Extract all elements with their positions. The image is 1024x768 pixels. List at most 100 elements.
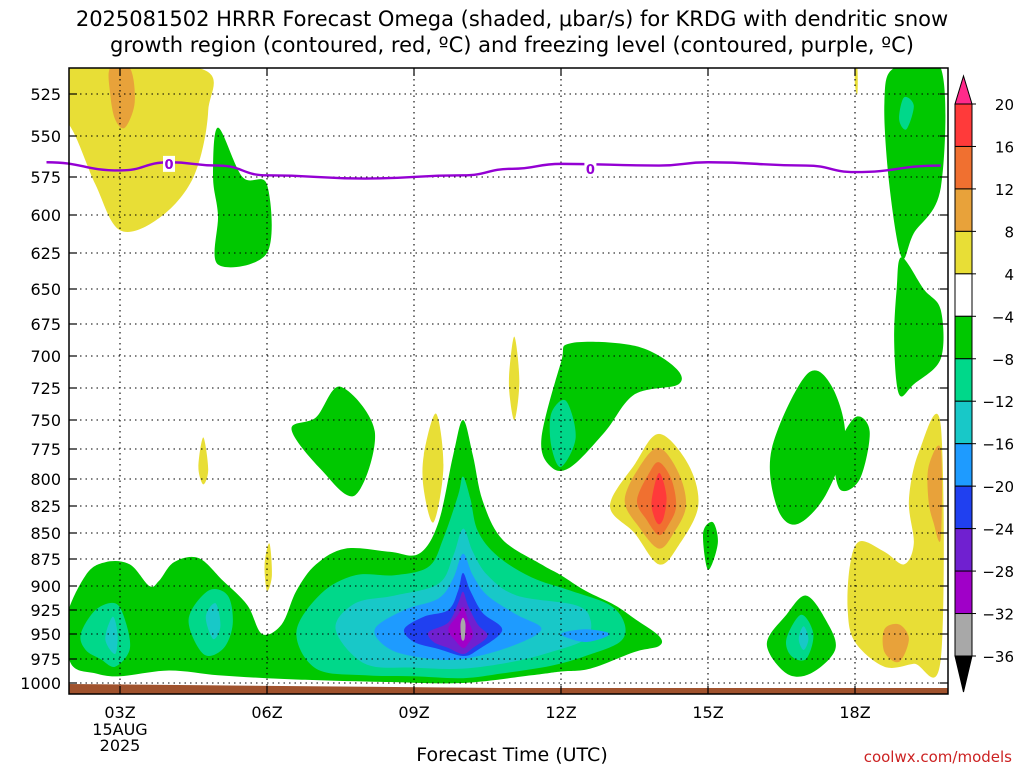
shaded-region-upper-left-positive-core [108,68,135,129]
y-tick-label-575: 575 [30,168,61,187]
colorbar-box-12 [954,613,973,657]
y-tick-label-650: 650 [30,280,61,299]
freezing-level-line [46,161,941,180]
shaded-region-blue-12Z-bar [561,629,610,642]
shaded-region-right-mid-green [894,257,944,397]
plot-area [69,68,948,694]
shaded-region-green-12Z-upper [541,341,682,471]
y-tick-label-600: 600 [30,206,61,225]
colorbar-label-11: −28 [982,563,1014,581]
y-tick-label-1000: 1000 [20,674,61,693]
shaded-region-green-15Z-speck [702,521,718,570]
colorbar-label-9: −20 [982,478,1014,496]
freezing-level-label-0: 0 [164,158,173,173]
colorbar-label-6: −8 [992,351,1014,369]
shaded-region-green-18Z [834,416,870,492]
x-tick-label-06Z: 06Z [251,703,282,722]
colorbar-bottom-arrow [954,655,973,693]
x-date-label-0: 15AUG [92,720,147,739]
colorbar-box-11 [954,570,973,615]
shaded-region-cyan-03Z-left [80,602,131,667]
y-tick-label-700: 700 [30,347,61,366]
freezing-level-label-bg-0 [163,155,175,172]
colorbar-label-3: 8 [1004,223,1014,241]
colorbar-box-3 [954,230,973,275]
x-tick-label-12Z: 12Z [545,703,576,722]
colorbar-label-10: −24 [982,521,1014,539]
shaded-region-upper-green-05Z [213,127,272,268]
shaded-region-red-14Z [651,472,667,525]
x-tick-label-09Z: 09Z [398,703,429,722]
shaded-region-top-right-cyan [899,96,914,130]
colorbar: 20 16 12 8 4 −4 −8 −12 −16 −20 −24 −28 −32 −36 [954,74,1014,693]
colorbar-label-12: −32 [982,606,1014,624]
shaded-region-green-16Z [769,370,846,525]
ground-fill [69,684,948,694]
y-axis-ticks: 525 550 575 600 625 650 675 700 725 750 775 800 825 8… [20,85,948,693]
colorbar-box-2 [954,188,973,232]
chart-title-line-1: 2025081502 HRRR Forecast Omega (shaded, … [75,7,949,31]
shaded-region-upper-left-positive [69,68,214,232]
y-tick-label-850: 850 [30,524,61,543]
shaded-region-yellow-06Z [264,543,272,592]
colorbar-box-10 [954,528,973,572]
freezing-level-label-bg-1 [584,160,597,177]
colorbar-box-8 [954,443,973,487]
colorbar-box-7 [954,400,973,445]
y-tick-label-675: 675 [30,315,61,334]
ground-strip [69,684,948,694]
y-tick-label-625: 625 [30,244,61,263]
colorbar-box-5 [954,315,973,360]
y-tick-label-900: 900 [30,577,61,596]
shaded-region-gray-core [460,617,466,641]
x-tick-label-18Z: 18Z [839,703,870,722]
credit-link[interactable]: coolwx.com/models [863,748,1012,766]
x-axis-label: Forecast Time (UTC) [416,744,608,766]
shaded-region-cyan-12Z-upper [549,399,576,468]
y-tick-label-525: 525 [30,85,61,104]
shaded-region-gold-right-lower [882,623,909,663]
colorbar-box-4 [954,273,973,317]
shaded-region-yellow-11Z [508,336,520,421]
colorbar-label-5: −4 [992,308,1014,326]
x-tick-label-03Z: 03Z [104,703,135,722]
y-tick-label-825: 825 [30,497,61,516]
freezing-level-label-1: 0 [586,163,595,178]
shaded-region-yellow-right-lower [847,413,944,678]
shaded-region-gold-right-upper [927,445,943,542]
shaded-region-aqua-03Z-left [105,616,118,655]
y-tick-label-725: 725 [30,379,61,398]
colorbar-label-4: 4 [1004,266,1014,284]
y-tick-label-975: 975 [30,650,61,669]
colorbar-box-6 [954,358,973,402]
shaded-region-aqua-17Z [798,626,809,650]
colorbar-box-9 [954,485,973,530]
y-tick-label-800: 800 [30,470,61,489]
colorbar-top-arrow [954,74,973,105]
colorbar-box-1 [954,145,973,190]
colorbar-box-0 [954,103,973,147]
chart-title-line-2: growth region (contoured, red, ºC) and f… [110,33,914,57]
y-tick-label-775: 775 [30,440,61,459]
colorbar-label-2: 12 [995,181,1014,199]
y-tick-label-925: 925 [30,601,61,620]
colorbar-label-13: −36 [982,648,1014,666]
x-date-label-1: 2025 [100,736,141,755]
shaded-region-green-07Z [291,386,376,497]
plot-frame [68,67,949,695]
shaded-region-yellow-04Z [198,437,209,485]
y-tick-label-950: 950 [30,625,61,644]
colorbar-label-1: 16 [995,138,1014,156]
chart-title: 2025081502 HRRR Forecast Omega (shaded, … [0,6,1024,58]
shaded-region-yellow-09Z [422,413,444,523]
y-tick-label-875: 875 [30,550,61,569]
gridlines [69,68,948,694]
colorbar-label-7: −12 [982,393,1014,411]
y-tick-label-750: 750 [30,411,61,430]
colorbar-label-0: 20 [995,96,1014,114]
x-tick-label-15Z: 15Z [692,703,723,722]
y-tick-label-550: 550 [30,127,61,146]
